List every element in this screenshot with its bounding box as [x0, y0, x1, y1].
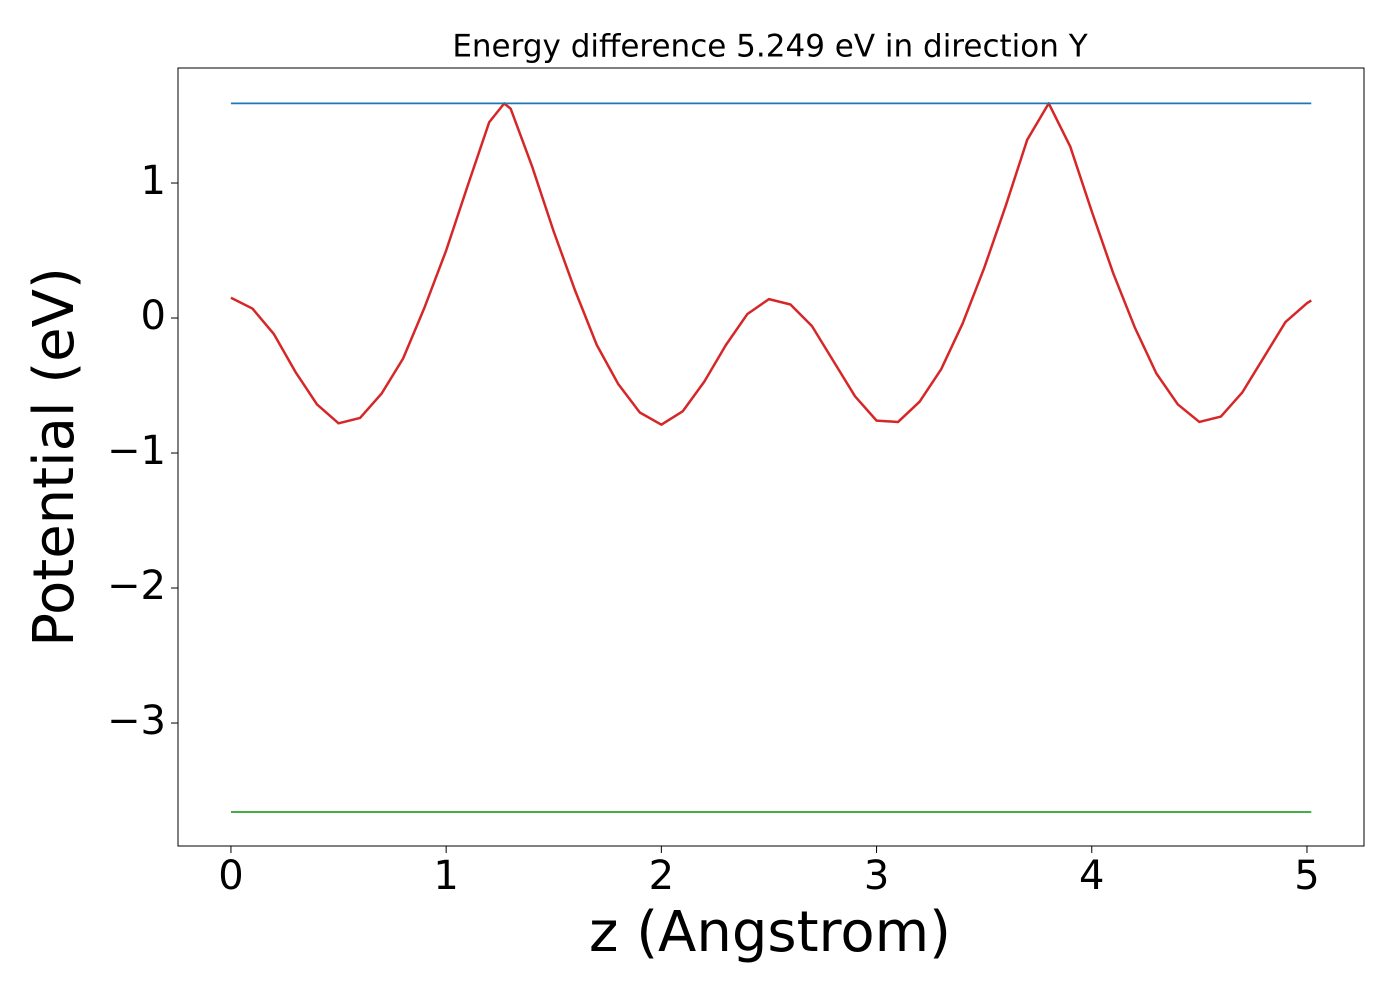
y-tick-label: −1	[107, 428, 166, 474]
line-series	[230, 102, 1312, 426]
plot-frame	[177, 67, 1365, 847]
x-tick-label: 0	[218, 853, 243, 899]
y-tick-label: −3	[107, 698, 166, 744]
x-tick-label: 1	[433, 853, 458, 899]
x-tick-label: 2	[649, 853, 674, 899]
y-axis-label: Potential (eV)	[22, 267, 87, 647]
y-tick-label: −2	[107, 563, 166, 609]
x-tick-label: 5	[1294, 853, 1319, 899]
y-tick-label: 1	[141, 158, 166, 204]
x-tick-label: 3	[864, 853, 889, 899]
x-tick-label: 4	[1079, 853, 1104, 899]
x-axis-label: z (Angstrom)	[589, 900, 951, 965]
y-tick-label: 0	[141, 293, 166, 339]
chart-title: Energy difference 5.249 eV in direction …	[452, 29, 1087, 65]
